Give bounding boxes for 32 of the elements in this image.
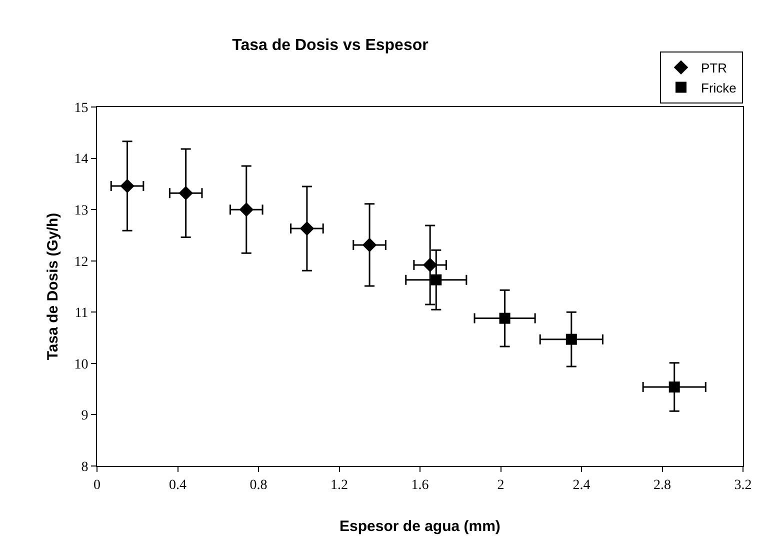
point xyxy=(362,238,377,252)
y-tick-label: 8 xyxy=(81,460,88,475)
y-tick-label: 9 xyxy=(81,408,88,424)
legend-label: Fricke xyxy=(701,80,736,96)
point xyxy=(668,382,680,393)
point xyxy=(422,258,438,272)
chart-title: Tasa de Dosis vs Espesor xyxy=(232,37,428,54)
y-tick-label: 14 xyxy=(74,152,88,168)
x-tick-label: 1.6 xyxy=(411,478,429,493)
point xyxy=(178,186,193,200)
x-tick-label: 2.8 xyxy=(654,478,671,493)
legend-label: PTR xyxy=(701,60,727,76)
x-tick-label: 3.2 xyxy=(734,478,752,493)
point xyxy=(239,202,254,217)
x-axis-title: Espesor de agua (mm) xyxy=(340,518,500,535)
point xyxy=(430,274,442,286)
x-tick-label: 0.8 xyxy=(250,478,268,493)
x-tick-label: 2 xyxy=(497,478,504,493)
point xyxy=(300,221,314,236)
point xyxy=(566,334,577,345)
point xyxy=(120,178,134,194)
y-tick-label: 12 xyxy=(74,254,88,270)
point xyxy=(499,312,510,324)
x-tick-label: 0.4 xyxy=(169,478,186,493)
x-tick-label: 1.2 xyxy=(330,478,348,493)
y-tick-label: 13 xyxy=(74,203,88,218)
x-tick-label: 0 xyxy=(94,478,100,493)
y-tick-label: 15 xyxy=(74,100,88,116)
x-tick-label: 2.4 xyxy=(572,478,590,493)
y-tick-label: 10 xyxy=(74,357,88,372)
y-axis-title: Tasa de Dosis (Gy/h) xyxy=(44,212,62,360)
y-tick-label: 11 xyxy=(74,306,88,322)
